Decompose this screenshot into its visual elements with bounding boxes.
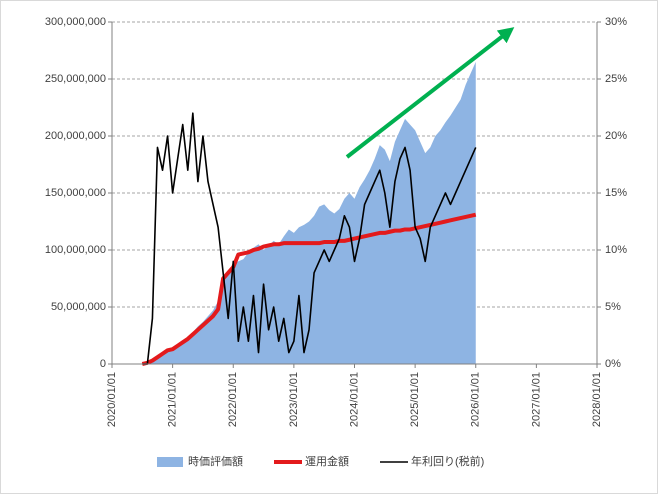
y2-tick-label: 25% (605, 73, 627, 85)
line-series (142, 112, 477, 365)
y2-tick-label: 20% (605, 130, 627, 142)
y-tick-label: 300,000,000 (45, 16, 106, 28)
y-tick-label: 50,000,000 (51, 301, 106, 313)
y-tick-label: 100,000,000 (45, 244, 106, 256)
y-tick-label: 0 (100, 358, 106, 370)
trend-arrow (345, 27, 515, 159)
plot-area: 0 50,000,000 100,000,000 150,000,000 200,000… (45, 16, 627, 468)
x-tick-label: 2023/01/01 (288, 372, 300, 427)
y-tick-label: 150,000,000 (45, 187, 106, 199)
y-tick-label: 200,000,000 (45, 130, 106, 142)
x-tick-label: 2020/01/01 (106, 372, 118, 427)
legend-swatch (157, 457, 183, 467)
y-tick-label: 250,000,000 (45, 73, 106, 85)
y2-tick-label: 30% (605, 16, 627, 28)
x-tick-label: 2027/01/01 (530, 372, 542, 427)
x-tick-label: 2022/01/01 (227, 372, 239, 427)
x-tick-label: 2024/01/01 (348, 372, 360, 427)
legend-label: 運用金額 (305, 454, 349, 468)
y2-tick-label: 10% (605, 244, 627, 256)
x-tick-label: 2025/01/01 (409, 372, 421, 427)
legend-label: 時価評価額 (188, 454, 243, 468)
legend-label: 年利回り(税前) (411, 454, 484, 468)
x-tick-label: 2021/01/01 (167, 372, 179, 427)
y2-tick-label: 15% (605, 187, 627, 199)
x-tick-label: 2028/01/01 (591, 372, 603, 427)
line-series (141, 212, 477, 366)
x-tick-label: 2026/01/01 (470, 372, 482, 427)
y2-tick-label: 5% (605, 301, 621, 313)
y2-tick-label: 0% (605, 358, 621, 370)
